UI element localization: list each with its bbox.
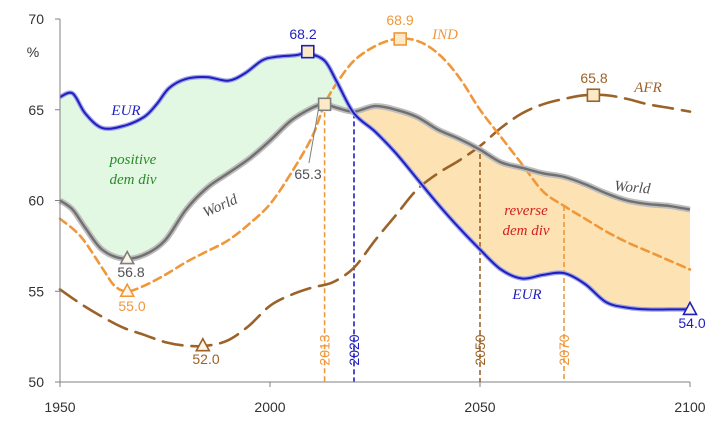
x-tick-label: 2100 xyxy=(674,399,705,415)
vline-label-2070: 2070 xyxy=(556,334,572,365)
y-tick-label: 55 xyxy=(28,283,44,299)
vline-label-2013: 2013 xyxy=(317,334,333,365)
annotation-positive-1: positive xyxy=(109,152,157,168)
marker-label-56.8: 56.8 xyxy=(117,264,144,280)
region-positive xyxy=(60,53,354,259)
marker-label-52.0: 52.0 xyxy=(192,351,219,367)
x-tick-label: 2050 xyxy=(464,399,495,415)
y-tick-label: 65 xyxy=(28,102,44,118)
series-ind-line xyxy=(58,37,692,293)
series-label-world: World xyxy=(614,178,652,197)
annotation-positive-2: dem div xyxy=(109,172,156,188)
marker-triangle-56.8 xyxy=(119,249,136,265)
annotation-reverse-2: dem div xyxy=(502,223,549,239)
series-label-world-2: World xyxy=(201,191,241,221)
marker-triangle-54.0 xyxy=(682,300,698,316)
marker-triangle-55.0 xyxy=(119,282,136,298)
region-reverse xyxy=(354,106,690,310)
y-tick-label: 50 xyxy=(28,374,44,390)
marker-label-55.0: 55.0 xyxy=(118,298,145,314)
marker-label-65.3: 65.3 xyxy=(294,166,321,182)
marker-label-54.0: 54.0 xyxy=(678,315,705,331)
regions-layer xyxy=(60,53,690,310)
vlines-layer: 2013 2020 2050 2070 xyxy=(317,104,572,382)
marker-square-65.8 xyxy=(586,88,601,103)
y-tick-label: 70 xyxy=(28,11,44,27)
vline-label-2050: 2050 xyxy=(472,334,488,365)
annotation-reverse-1: reverse xyxy=(504,203,548,219)
marker-square-65.3 xyxy=(317,97,332,112)
marker-label-68.2: 68.2 xyxy=(289,26,316,42)
marker-square-68.9 xyxy=(393,32,408,46)
series-eur-line xyxy=(59,52,690,311)
series-label-afr: AFR xyxy=(633,80,662,96)
y-unit-label: % xyxy=(27,44,39,60)
markers-layer xyxy=(119,32,698,352)
vline-label-2020: 2020 xyxy=(346,334,362,365)
marker-label-68.9: 68.9 xyxy=(386,12,413,28)
series-afr-line xyxy=(58,93,692,348)
y-tick-label: 60 xyxy=(28,193,44,209)
labels-layer: 68.2 68.9 65.8 65.3 56.8 55.0 52.0 54.0 EUR EUR IN… xyxy=(109,12,706,367)
series-label-ind: IND xyxy=(431,27,458,43)
axes-layer: 50 55 60 65 70% 1950 2000 2050 2100 xyxy=(27,11,706,415)
marker-label-65.8: 65.8 xyxy=(580,70,607,86)
marker-square-68.2 xyxy=(300,44,315,59)
series-label-eur-2: EUR xyxy=(511,287,541,303)
lines-layer xyxy=(58,37,692,348)
leader-65-3 xyxy=(308,105,320,164)
series-label-eur: EUR xyxy=(110,103,140,119)
marker-triangle-52.0 xyxy=(194,337,211,352)
x-tick-label: 1950 xyxy=(44,399,75,415)
x-tick-label: 2000 xyxy=(254,399,285,415)
